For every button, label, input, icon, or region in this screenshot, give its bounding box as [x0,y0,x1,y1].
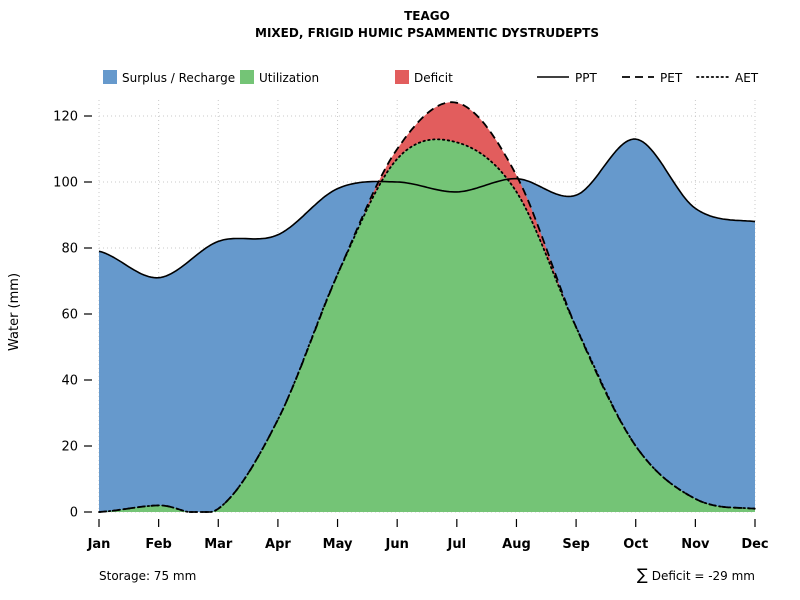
surplus-label: Surplus / Recharge [122,71,235,85]
y-tick-label: 80 [61,242,78,257]
pet-curve [98,101,756,513]
pet-label: PET [660,71,683,85]
chart-subtitle: MIXED, FRIGID HUMIC PSAMMENTIC DYSTRUDEP… [255,26,599,40]
surplus-swatch [103,70,117,84]
y-tick-label: 40 [61,374,78,389]
month-label: Nov [681,537,710,552]
month-label: Aug [502,537,531,552]
month-label: Jun [385,537,409,552]
deficit-swatch [395,70,409,84]
y-tick-label: 20 [61,440,78,455]
line-layer [98,101,756,513]
deficit-area [364,102,564,299]
sigma-symbol: ∑ [637,565,648,584]
month-label: Sep [562,537,590,552]
month-label: Mar [204,537,233,552]
deficit-label: Deficit [414,71,453,85]
month-label: Jan [87,537,111,552]
utilization-area [99,139,755,513]
utilization-swatch [240,70,254,84]
month-label: Dec [741,537,768,552]
month-label: Jul [447,537,467,552]
deficit-note: ∑ Deficit = -29 mm [637,565,755,584]
y-tick-label: 100 [53,176,78,191]
axis-layer: 0 20 40 60 80 100 120 Jan Feb Mar Apr May Jun Jul Aug S… [53,110,768,553]
aet-curve [98,138,756,513]
storage-note: Storage: 75 mm [99,569,196,583]
y-tick-label: 0 [70,506,78,521]
chart-title: TEAGO [404,9,450,23]
aet-label: AET [735,71,759,85]
month-label: Oct [623,537,648,552]
y-tick-label: 120 [53,110,78,125]
month-label: May [323,537,353,552]
deficit-note-text: Deficit = -29 mm [652,569,755,583]
y-tick-label: 60 [61,308,78,323]
y-axis-label: Water (mm) [7,273,22,351]
ppt-curve [98,138,756,279]
utilization-label: Utilization [259,71,319,85]
month-label: Feb [145,537,171,552]
legend: Surplus / Recharge Utilization Deficit P… [103,70,759,85]
month-label: Apr [265,537,291,552]
ppt-label: PPT [575,71,597,85]
area-layer [99,102,755,513]
